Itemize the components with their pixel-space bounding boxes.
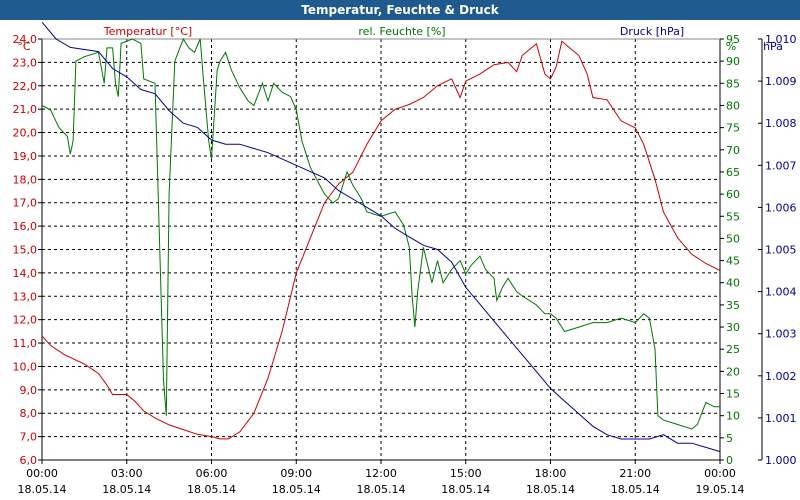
- pressure-tick-label: 1.004: [765, 286, 797, 299]
- humidity-tick-label: 35: [726, 299, 740, 312]
- x-tick-time: 06:00: [196, 467, 228, 480]
- humidity-tick-label: 15: [726, 388, 740, 401]
- temperature-tick-label: 18,0: [13, 173, 38, 186]
- humidity-tick-label: 60: [726, 188, 740, 201]
- humidity-unit: %: [726, 40, 736, 53]
- temperature-tick-label: 12,0: [13, 314, 38, 327]
- temperature-tick-label: 13,0: [13, 290, 38, 303]
- pressure-tick-label: 1.006: [765, 201, 797, 214]
- temperature-tick-label: 15,0: [13, 244, 38, 257]
- humidity-tick-label: 90: [726, 55, 740, 68]
- humidity-tick-label: 30: [726, 321, 740, 334]
- x-tick-time: 15:00: [450, 467, 482, 480]
- x-tick-time: 03:00: [111, 467, 143, 480]
- temperature-tick-label: 21,0: [13, 103, 38, 116]
- humidity-tick-label: 50: [726, 232, 740, 245]
- temperature-unit: °C: [17, 40, 31, 53]
- humidity-tick-label: 85: [726, 77, 740, 90]
- humidity-tick-label: 70: [726, 144, 740, 157]
- temperature-tick-label: 24,0: [13, 33, 38, 46]
- temperature-tick-label: 17,0: [13, 197, 38, 210]
- pressure-tick-label: 1.010: [765, 33, 797, 46]
- temperature-tick-label: 10,0: [13, 360, 38, 373]
- temperature-tick-label: 7,0: [20, 431, 38, 444]
- chart: Temperatur [°C] rel. Feuchte [%] Druck […: [0, 20, 800, 500]
- x-tick-date: 18.05.14: [357, 483, 406, 496]
- tick-labels: 6,0 7,0 8,0 9,0 10,0 11,0 12,0 13,0 14,0 15,0 16,0…: [13, 33, 797, 496]
- temperature-tick-label: 22,0: [13, 80, 38, 93]
- temperature-axis-label: Temperatur [°C]: [103, 25, 192, 38]
- humidity-tick-label: 75: [726, 122, 740, 135]
- grid: [38, 38, 762, 464]
- humidity-tick-label: 95: [726, 33, 740, 46]
- x-tick-time: 21:00: [619, 467, 651, 480]
- humidity-tick-label: 80: [726, 99, 740, 112]
- humidity-tick-label: 65: [726, 166, 740, 179]
- x-tick-time: 18:00: [535, 467, 567, 480]
- temperature-tick-label: 23,0: [13, 56, 38, 69]
- humidity-tick-label: 25: [726, 343, 740, 356]
- pressure-tick-label: 1.007: [765, 159, 797, 172]
- x-tick-date: 18.05.14: [272, 483, 321, 496]
- x-tick-date: 18.05.14: [441, 483, 490, 496]
- humidity-series-line: [41, 37, 720, 430]
- temperature-tick-label: 19,0: [13, 150, 38, 163]
- x-tick-date: 18.05.14: [611, 483, 660, 496]
- pressure-tick-label: 1.003: [765, 328, 797, 341]
- window-title: Temperatur, Feuchte & Druck: [0, 0, 800, 20]
- humidity-tick-label: 20: [726, 365, 740, 378]
- humidity-tick-label: 10: [726, 410, 740, 423]
- pressure-axis-label: Druck [hPa]: [620, 25, 684, 38]
- x-tick-date: 18.05.14: [187, 483, 236, 496]
- x-tick-time: 00:00: [704, 467, 736, 480]
- axes: [41, 38, 763, 461]
- pressure-unit: hPa: [763, 40, 783, 53]
- humidity-tick-label: 5: [726, 432, 733, 445]
- humidity-tick-label: 0: [726, 454, 733, 467]
- pressure-tick-label: 1.009: [765, 75, 797, 88]
- pressure-tick-label: 1.002: [765, 370, 797, 383]
- x-tick-date: 18.05.14: [526, 483, 575, 496]
- pressure-tick-label: 1.000: [765, 454, 797, 467]
- humidity-axis-label: rel. Feuchte [%]: [358, 25, 445, 38]
- pressure-tick-label: 1.005: [765, 244, 797, 257]
- temperature-tick-label: 8,0: [20, 407, 38, 420]
- pressure-tick-label: 1.001: [765, 412, 797, 425]
- series: [41, 21, 721, 453]
- pressure-series-line: [41, 21, 721, 453]
- x-tick-time: 12:00: [365, 467, 397, 480]
- temperature-tick-label: 20,0: [13, 127, 38, 140]
- x-tick-date: 18.05.14: [18, 483, 67, 496]
- x-tick-time: 09:00: [280, 467, 312, 480]
- temperature-tick-label: 16,0: [13, 220, 38, 233]
- temperature-tick-label: 9,0: [20, 384, 38, 397]
- temperature-series-line: [41, 40, 721, 440]
- x-tick-date: 19.05.14: [696, 483, 745, 496]
- x-tick-date: 18.05.14: [102, 483, 151, 496]
- pressure-tick-label: 1.008: [765, 117, 797, 130]
- humidity-tick-label: 45: [726, 255, 740, 268]
- temperature-tick-label: 14,0: [13, 267, 38, 280]
- humidity-tick-label: 40: [726, 277, 740, 290]
- humidity-tick-label: 55: [726, 210, 740, 223]
- x-tick-time: 00:00: [26, 467, 58, 480]
- temperature-tick-label: 11,0: [13, 337, 38, 350]
- temperature-tick-label: 6,0: [20, 454, 38, 467]
